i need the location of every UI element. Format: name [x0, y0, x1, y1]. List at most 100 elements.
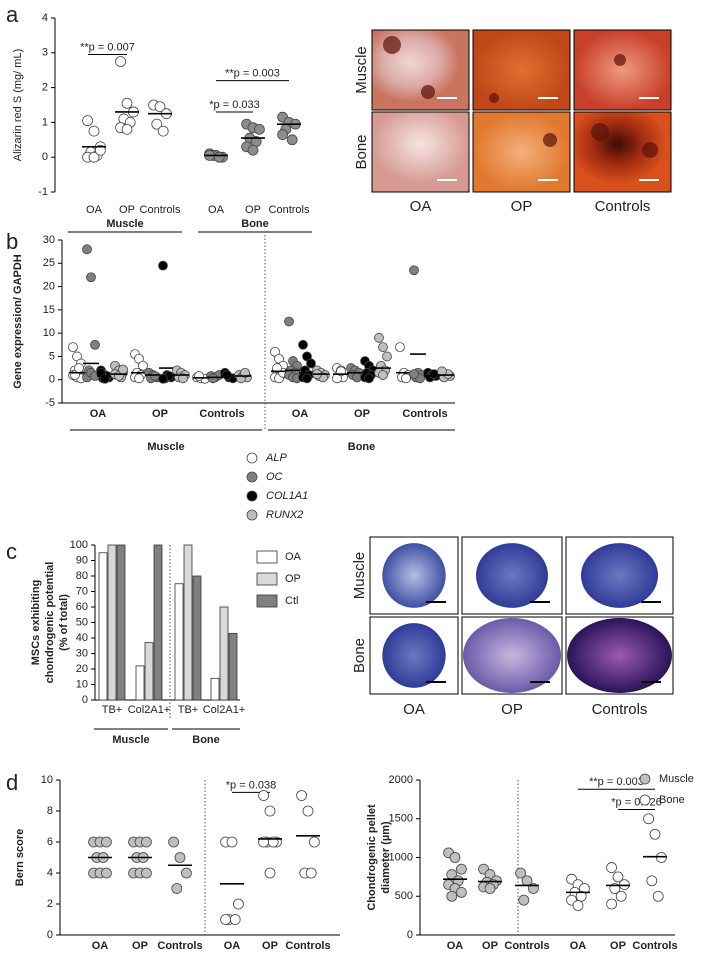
- data-point: [74, 363, 84, 373]
- y-tick-label: 10: [43, 327, 55, 339]
- legend-marker: [246, 471, 258, 483]
- data-point: [455, 886, 467, 898]
- data-point: [174, 852, 186, 863]
- y-axis-label: MSCs exhibiting: [30, 580, 42, 666]
- legend-marker: [246, 452, 258, 464]
- y-tick-label: 0: [82, 694, 88, 706]
- data-point: [612, 871, 624, 883]
- data-point: [272, 363, 282, 373]
- data-point: [649, 828, 661, 840]
- data-point: [88, 151, 100, 163]
- x-tick-label: OA: [447, 940, 464, 952]
- image: [472, 111, 571, 193]
- data-point: [284, 316, 294, 327]
- y-tick-label: -1: [38, 186, 48, 198]
- stain-spot: [421, 85, 435, 99]
- image-row-label: Muscle: [353, 46, 370, 94]
- legend-marker: [246, 509, 258, 521]
- legend-marker: [639, 794, 651, 806]
- y-tick-label: 0: [47, 929, 53, 941]
- legend-label: RUNX2: [266, 509, 303, 521]
- x-tick-label: OA: [92, 940, 109, 952]
- significance-label: *p = 0.033: [209, 99, 259, 111]
- data-point: [446, 890, 458, 902]
- data-point: [232, 898, 244, 910]
- y-tick-label: 20: [43, 280, 55, 292]
- x-tick-label: OP: [245, 204, 261, 216]
- data-point: [264, 867, 276, 879]
- legend-label: ALP: [265, 452, 287, 464]
- y-tick-label: 100: [70, 539, 88, 551]
- legend-label: COL1A1: [266, 490, 308, 502]
- data-point: [572, 900, 584, 911]
- x-tick-label: Controls: [157, 940, 202, 952]
- significance-label: *p = 0.038: [226, 779, 276, 791]
- data-point: [151, 118, 163, 130]
- data-point: [118, 364, 128, 375]
- stain-spot: [642, 142, 658, 158]
- y-tick-label: 50: [76, 616, 88, 628]
- group-label: Muscle: [147, 441, 184, 453]
- data-point: [226, 836, 238, 848]
- bar: [116, 544, 126, 701]
- data-point: [90, 339, 100, 350]
- legend-swatch: [256, 572, 278, 586]
- data-point: [194, 371, 204, 381]
- data-point: [178, 373, 188, 384]
- data-point: [277, 129, 289, 140]
- y-tick-label: 4: [42, 12, 48, 24]
- pellet: [382, 623, 446, 688]
- data-point: [68, 342, 78, 353]
- data-point: [82, 244, 92, 255]
- image: [371, 111, 470, 193]
- group-label: Bone: [192, 734, 220, 746]
- data-point: [455, 863, 467, 875]
- legend-label: Bone: [659, 794, 685, 806]
- x-tick-label: OP: [262, 940, 278, 952]
- data-point: [305, 867, 317, 879]
- image-row-label: Muscle: [351, 552, 368, 600]
- data-point: [121, 123, 133, 135]
- panel-letter: c: [6, 539, 17, 564]
- legend-marker: [246, 490, 258, 502]
- data-point: [240, 367, 250, 378]
- y-tick-label: -5: [45, 397, 55, 409]
- data-point: [401, 373, 411, 384]
- data-point: [364, 373, 374, 384]
- x-tick-label: Controls: [199, 408, 244, 420]
- x-tick-label: Col2A1+: [203, 704, 246, 716]
- x-tick-label: Controls: [269, 204, 310, 216]
- data-point: [409, 369, 419, 380]
- data-point: [180, 867, 192, 879]
- bar: [144, 642, 154, 701]
- bar: [210, 677, 220, 701]
- data-point: [208, 373, 218, 384]
- y-tick-label: 1500: [389, 813, 413, 825]
- x-tick-label: OP: [132, 940, 148, 952]
- bar: [183, 544, 193, 701]
- image-col-label: Controls: [592, 701, 648, 718]
- significance-label: **p = 0.007: [80, 41, 135, 53]
- y-axis-label: Bern score: [14, 829, 26, 886]
- y-tick-label: 4: [47, 867, 53, 879]
- data-point: [158, 373, 168, 384]
- bar: [107, 544, 117, 701]
- panel-letter: d: [6, 770, 18, 795]
- y-tick-label: 2000: [389, 774, 413, 786]
- y-axis-label: (% of total): [58, 594, 70, 651]
- y-tick-label: 30: [43, 234, 55, 246]
- x-tick-label: Col2A1+: [128, 704, 171, 716]
- data-point: [643, 813, 654, 825]
- y-tick-label: 60: [76, 601, 88, 613]
- bar: [153, 544, 163, 701]
- x-tick-label: OA: [208, 204, 225, 216]
- data-point: [134, 373, 144, 384]
- data-point: [378, 370, 388, 380]
- data-point: [395, 342, 405, 353]
- significance-label: *p = 0.026: [611, 796, 661, 808]
- x-tick-label: OA: [224, 940, 241, 952]
- data-point: [157, 125, 169, 137]
- x-tick-label: OA: [90, 408, 107, 420]
- bar: [174, 583, 184, 701]
